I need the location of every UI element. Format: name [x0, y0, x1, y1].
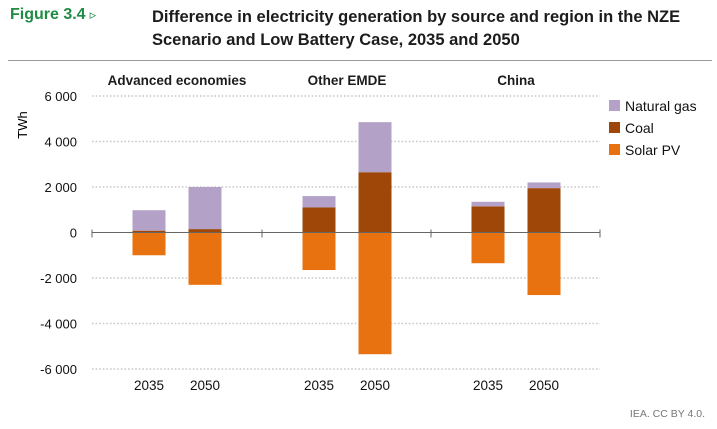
bar-natural-gas: [302, 196, 336, 208]
x-tick-label: 2035: [304, 378, 334, 393]
y-tick-label: -2 000: [40, 271, 77, 286]
x-tick-label: 2035: [473, 378, 503, 393]
bar-natural-gas: [527, 182, 561, 189]
x-axis-labels: 2035 2050 2035 2050 2035 2050: [134, 378, 559, 393]
figure-label: Figure 3.4 ▹: [10, 6, 97, 23]
legend-label: Solar PV: [625, 142, 681, 158]
triangle-icon: ▹: [89, 7, 97, 22]
bar-solar-pv: [132, 232, 166, 256]
bar-natural-gas: [358, 122, 392, 173]
chart-title: Difference in electricity generation by …: [152, 8, 681, 49]
bars: [132, 122, 561, 355]
title-divider: [8, 60, 712, 61]
region-label: China: [497, 73, 535, 88]
legend-swatch: [609, 122, 620, 133]
legend-swatch: [609, 100, 620, 111]
region-labels: Advanced economies Other EMDE China: [108, 73, 536, 88]
x-tick-label: 2050: [529, 378, 559, 393]
zero-axis: [91, 229, 601, 238]
x-tick-label: 2050: [360, 378, 390, 393]
y-axis-label: TWh: [15, 111, 30, 138]
y-axis-ticks: 6 000 4 000 2 000 0 -2 000 -4 000 -6 000: [40, 89, 77, 377]
bar-coal: [188, 229, 222, 233]
x-tick-label: 2050: [190, 378, 220, 393]
region-label: Advanced economies: [108, 73, 247, 88]
region-label: Other EMDE: [308, 73, 387, 88]
bar-solar-pv: [358, 232, 392, 355]
bar-solar-pv: [527, 232, 561, 296]
bar-coal: [132, 230, 166, 233]
legend: Natural gas Coal Solar PV: [609, 98, 697, 158]
bar-solar-pv: [471, 232, 505, 264]
y-tick-label: 6 000: [44, 89, 77, 104]
source-credit: IEA. CC BY 4.0.: [629, 408, 705, 420]
bar-coal: [302, 207, 336, 233]
stacked-bar-chart: TWh 6 000 4 000 2 000 0 -2 000 -4 000 -6 000 A…: [15, 73, 697, 393]
legend-label: Natural gas: [625, 98, 697, 114]
y-tick-label: 2 000: [44, 180, 77, 195]
bar-coal: [358, 172, 392, 233]
legend-label: Coal: [625, 120, 654, 136]
bar-solar-pv: [302, 232, 336, 271]
bar-natural-gas: [188, 187, 222, 230]
bar-natural-gas: [471, 201, 505, 207]
legend-swatch: [609, 144, 620, 155]
bar-solar-pv: [188, 232, 222, 285]
y-tick-label: 4 000: [44, 135, 77, 150]
y-tick-label: 0: [70, 226, 77, 241]
bar-coal: [527, 188, 561, 233]
x-tick-label: 2035: [134, 378, 164, 393]
y-tick-label: -4 000: [40, 317, 77, 332]
y-tick-label: -6 000: [40, 362, 77, 377]
bar-natural-gas: [132, 210, 166, 231]
bar-coal: [471, 206, 505, 233]
